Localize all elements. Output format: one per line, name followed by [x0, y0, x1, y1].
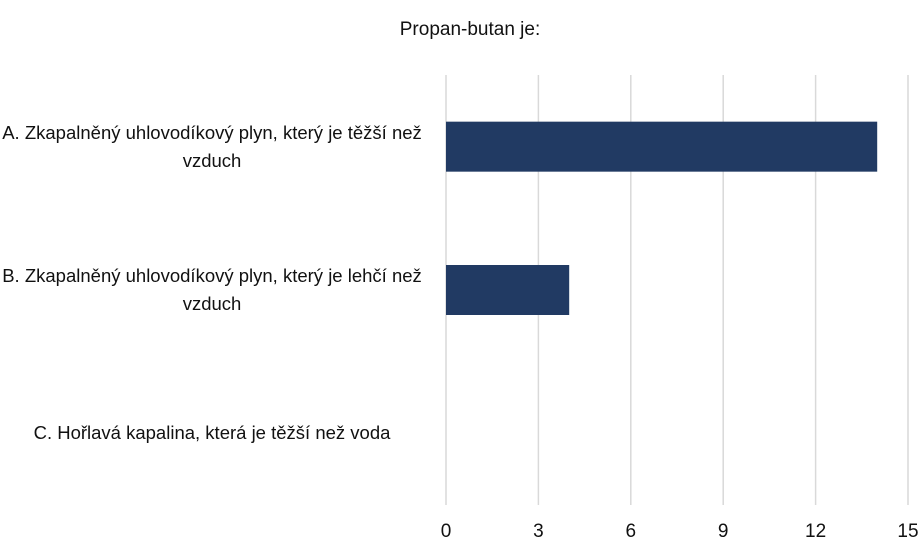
x-tick-label: 6	[626, 521, 637, 542]
chart-title: Propan-butan je:	[400, 19, 541, 40]
x-tick-label: 12	[805, 521, 826, 542]
y-tick-label: C. Hořlavá kapalina, která je těžší než …	[33, 422, 391, 444]
bar	[446, 121, 878, 172]
bar	[446, 265, 570, 315]
x-tick-label: 15	[897, 521, 918, 542]
x-tick-label: 9	[718, 521, 729, 542]
x-tick-label: 0	[441, 521, 452, 542]
y-tick-label: A. Zkapalněný uhlovodíkový plyn, který j…	[2, 121, 422, 171]
x-tick-label: 3	[533, 521, 544, 542]
y-tick-label: B. Zkapalněný uhlovodíkový plyn, který j…	[2, 265, 422, 314]
